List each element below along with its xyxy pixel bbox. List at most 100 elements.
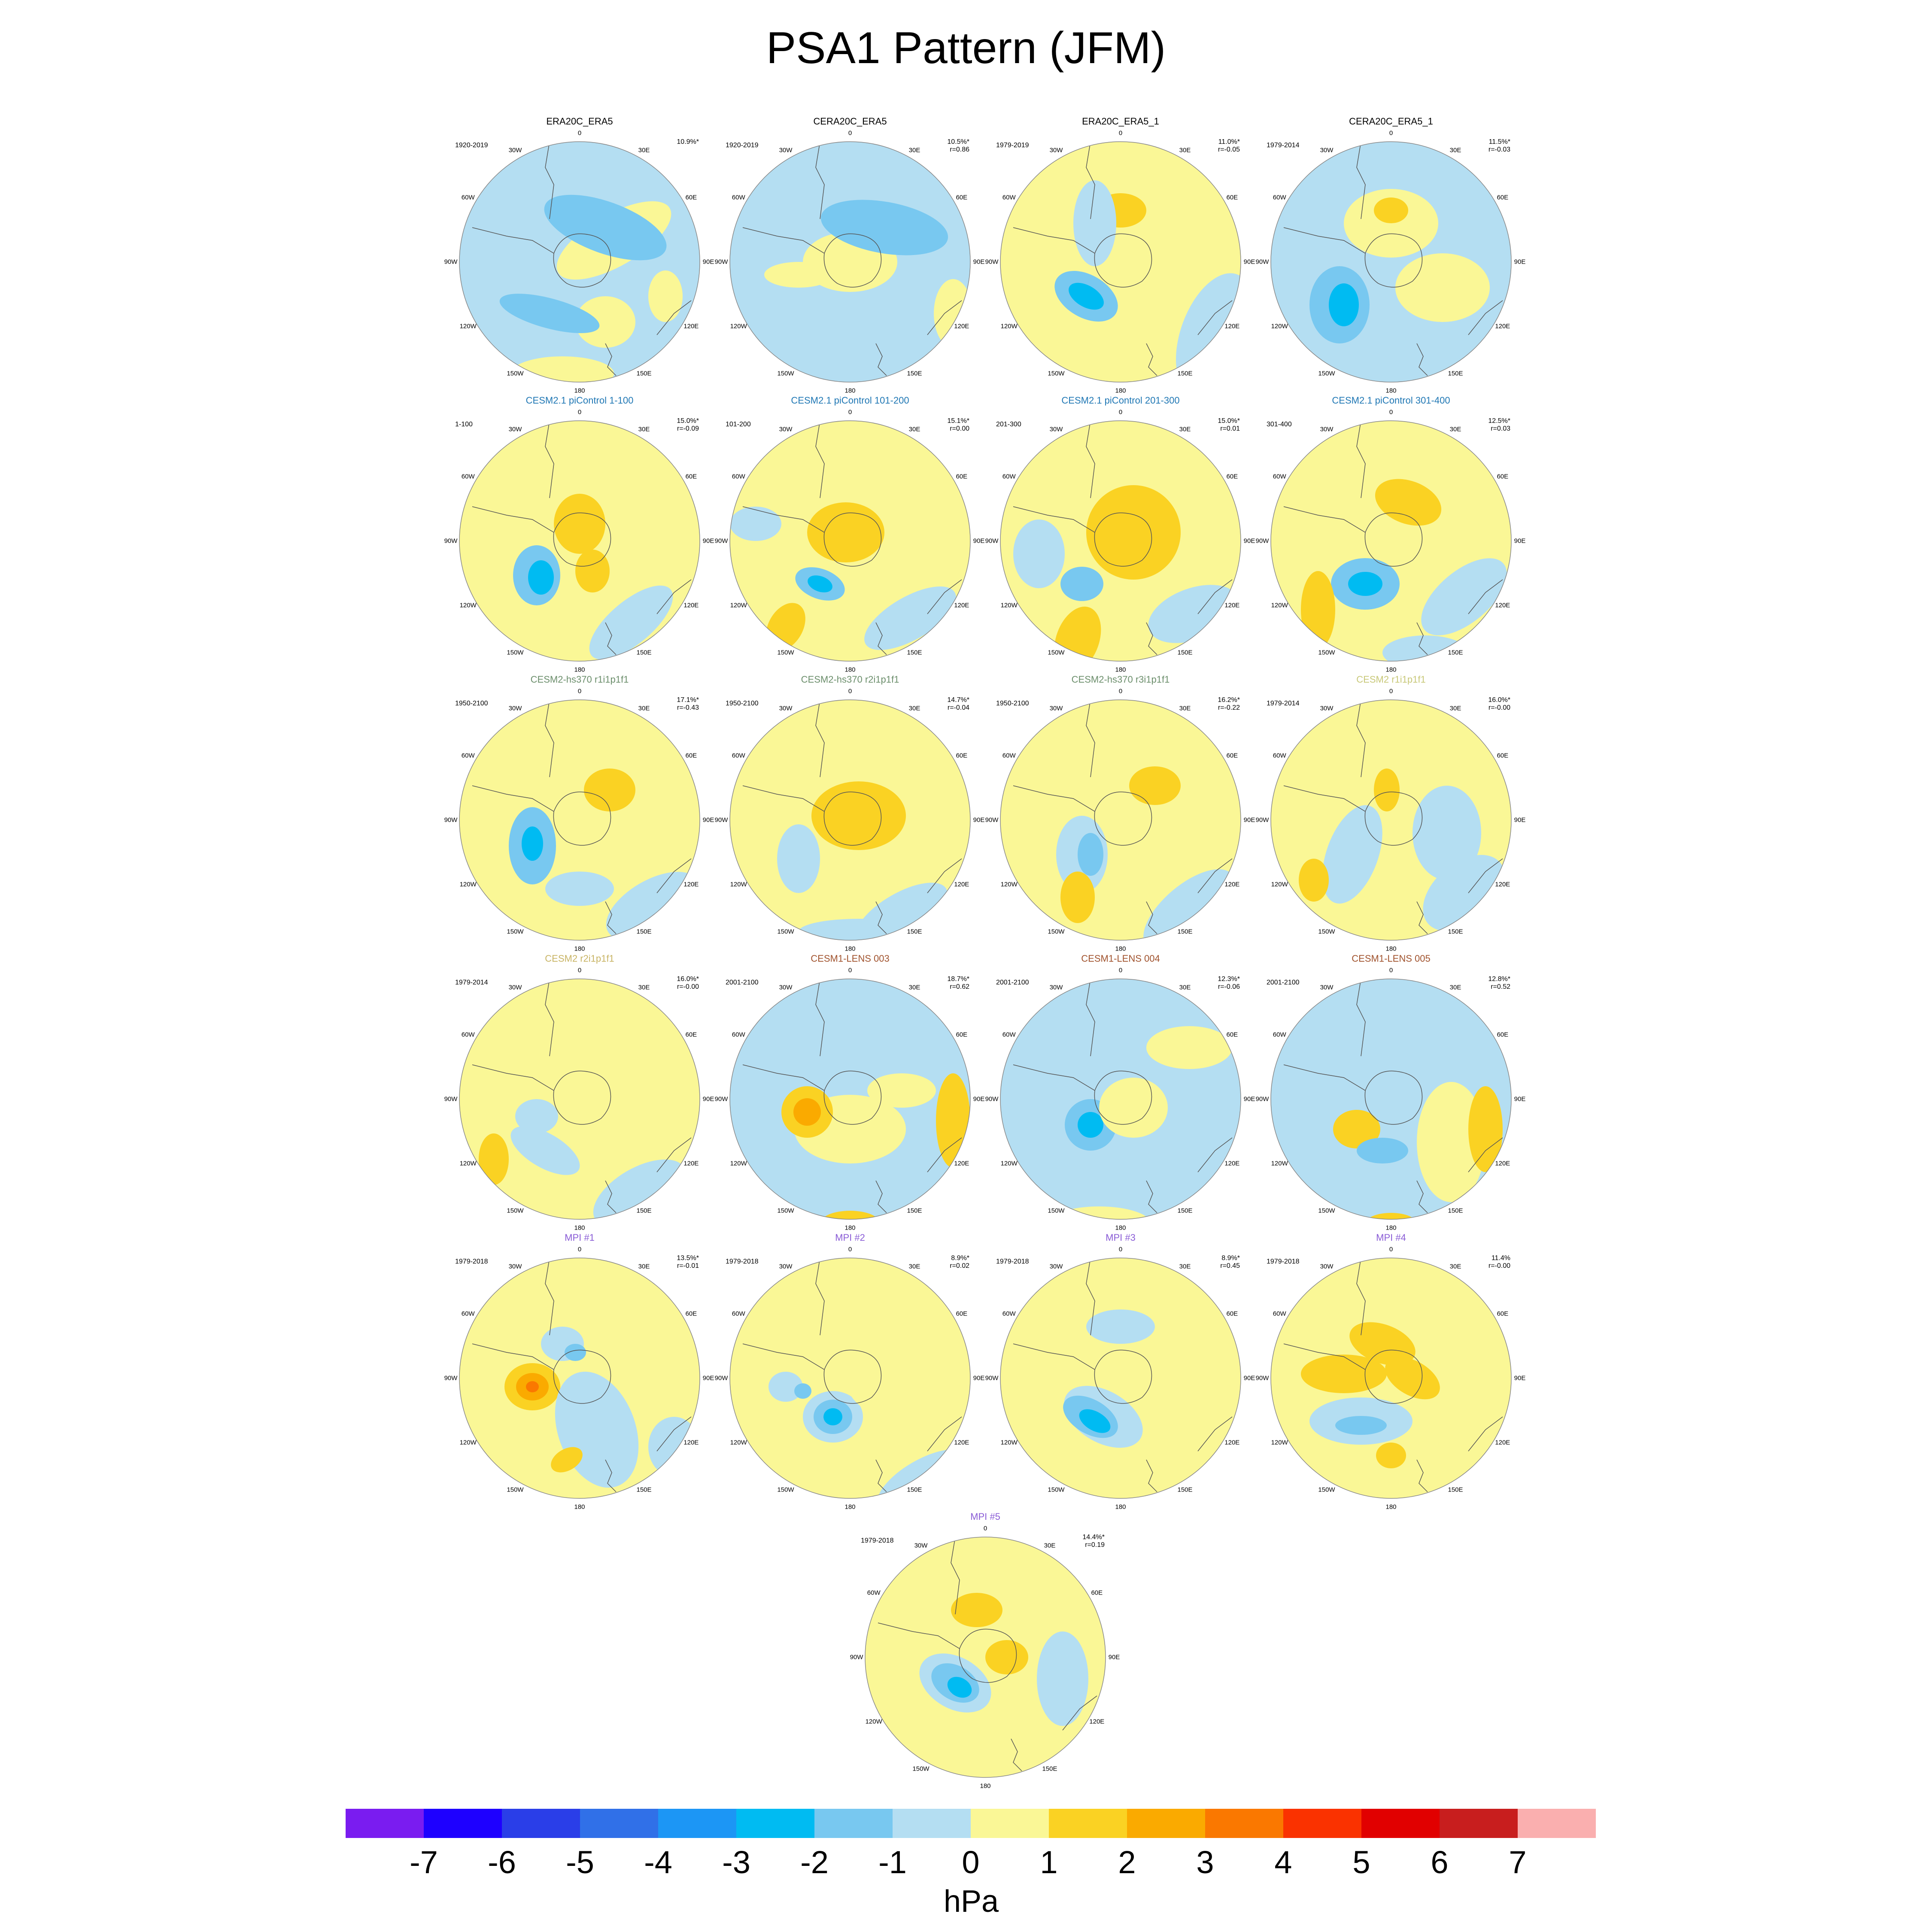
longitude-label: 30W — [1320, 1263, 1334, 1270]
polar-map — [459, 699, 700, 941]
longitude-label: 180 — [844, 387, 856, 395]
panel-stats: 12.5%* r=0.03 — [1488, 417, 1510, 433]
longitude-label: 60W — [461, 473, 475, 480]
pattern-correlation: r=0.02 — [950, 1262, 969, 1270]
longitude-label: 180 — [574, 1224, 585, 1232]
contour-region — [515, 1099, 558, 1133]
contour-region — [562, 1039, 665, 1091]
longitude-label: 90W — [1255, 1374, 1269, 1382]
map-boundary — [729, 141, 971, 383]
longitude-label: 180 — [1385, 666, 1397, 674]
panel-stats: 14.7%* r=-0.04 — [947, 696, 969, 712]
australia-coastline — [1468, 1137, 1503, 1173]
contour-region — [1060, 567, 1103, 601]
longitude-label: 120W — [1000, 1160, 1018, 1167]
map-panel: CESM1-LENS 004 2001-2100 12.3%* r=-0.06 0 30E… — [983, 953, 1258, 1232]
map-panel: CESM2-hs370 r2i1p1f1 1950-2100 14.7%* r=-0.… — [713, 674, 987, 953]
coastline — [1086, 979, 1095, 1057]
coastline — [815, 1258, 825, 1336]
panel-title: CESM2.1 piControl 301-400 — [1332, 395, 1450, 406]
longitude-label: 30E — [908, 1263, 920, 1270]
longitude-label: 0 — [848, 687, 852, 695]
australia-coastline — [1468, 1416, 1503, 1452]
longitude-label: 120E — [1224, 1160, 1240, 1167]
contour-region — [1335, 1416, 1387, 1435]
longitude-label: 60W — [1002, 194, 1016, 201]
panel-stats: 12.8%* r=0.52 — [1488, 975, 1510, 991]
contour-region — [934, 279, 970, 348]
longitude-label: 150E — [636, 928, 652, 936]
australia-coastline — [1468, 579, 1503, 614]
longitude-label: 120W — [1271, 601, 1288, 609]
longitude-label: 150E — [1448, 370, 1463, 377]
longitude-label: 60E — [1497, 1310, 1509, 1318]
longitude-label: 150E — [636, 649, 652, 656]
coastline — [1356, 142, 1366, 219]
panel-stats: 10.9%* — [677, 138, 699, 146]
contour-region — [511, 356, 614, 382]
longitude-label: 0 — [848, 966, 852, 974]
panel-period: 1979-2014 — [455, 979, 488, 986]
explained-variance: 11.0%* — [1218, 138, 1240, 146]
south-america-coastline — [1283, 1064, 1366, 1091]
map-boundary — [1270, 420, 1512, 662]
longitude-label: 150W — [1048, 1486, 1065, 1494]
longitude-label: 180 — [574, 1503, 585, 1511]
colorbar-swatch — [736, 1809, 814, 1838]
longitude-label: 60E — [1226, 194, 1238, 201]
contour-region — [1468, 1086, 1503, 1172]
longitude-label: 180 — [844, 945, 856, 953]
new-zealand-coastline — [1146, 1459, 1157, 1492]
panel-title: CESM2 r2i1p1f1 — [545, 953, 614, 964]
longitude-label: 30E — [908, 705, 920, 712]
contour-region — [846, 1340, 940, 1417]
pattern-correlation: r=0.19 — [1085, 1541, 1105, 1549]
longitude-label: 60E — [1091, 1589, 1103, 1597]
contour-region — [1129, 766, 1181, 805]
longitude-label: 0 — [983, 1525, 987, 1532]
longitude-label: 120W — [730, 601, 747, 609]
map-panel: MPI #3 1979-2018 8.9%* r=0.45 0 30E 60E 90E 120E… — [983, 1232, 1258, 1511]
contour-region — [1374, 769, 1400, 811]
contour-region — [1143, 869, 1235, 940]
polar-map — [459, 978, 700, 1220]
explained-variance: 12.3%* — [1218, 975, 1240, 983]
contour-region — [565, 1344, 586, 1361]
polar-map — [729, 699, 971, 941]
map-panel: MPI #2 1979-2018 8.9%* r=0.02 0 30E 60E 90E 120E… — [713, 1232, 987, 1511]
contour-region — [584, 769, 635, 811]
australia-coastline — [927, 579, 962, 614]
pattern-correlation: r=-0.00 — [1488, 1262, 1510, 1270]
contour-region — [1333, 1110, 1380, 1148]
longitude-label: 180 — [980, 1782, 991, 1790]
longitude-label: 90E — [702, 1374, 714, 1382]
longitude-label: 90W — [714, 537, 728, 545]
panel-title: ERA20C_ERA5_1 — [1082, 116, 1159, 127]
longitude-label: 30W — [1049, 425, 1063, 433]
longitude-label: 0 — [1118, 1245, 1123, 1253]
longitude-label: 30E — [638, 705, 650, 712]
panel-stats: 11.5%* r=-0.03 — [1488, 138, 1510, 154]
panel-period: 1950-2100 — [455, 700, 488, 707]
longitude-label: 90E — [973, 537, 985, 545]
explained-variance: 15.0%* — [677, 417, 699, 425]
figure-title: PSA1 Pattern (JFM) — [766, 23, 1166, 73]
longitude-label: 90W — [444, 1374, 458, 1382]
coastline — [545, 979, 554, 1057]
longitude-label: 120E — [954, 881, 969, 888]
panel-period: 1979-2018 — [996, 1258, 1029, 1265]
polar-map — [729, 141, 971, 383]
explained-variance: 12.5%* — [1488, 417, 1510, 425]
polar-map — [1270, 420, 1512, 662]
longitude-label: 150E — [1177, 1486, 1193, 1494]
longitude-label: 150E — [636, 1486, 652, 1494]
panel-stats: 12.3%* r=-0.06 — [1218, 975, 1240, 991]
new-zealand-coastline — [605, 901, 617, 934]
antarctica-coastline — [1364, 1349, 1423, 1404]
longitude-label: 150W — [507, 1207, 524, 1215]
longitude-label: 60W — [1002, 473, 1016, 480]
map-panel: CERA20C_ERA5_1 1979-2014 11.5%* r=-0.03 0 30E… — [1254, 116, 1528, 395]
panel-title: CESM2-hs370 r1i1p1f1 — [530, 674, 629, 685]
map-boundary — [459, 420, 700, 662]
colorbar-tick-label: -4 — [644, 1844, 672, 1880]
